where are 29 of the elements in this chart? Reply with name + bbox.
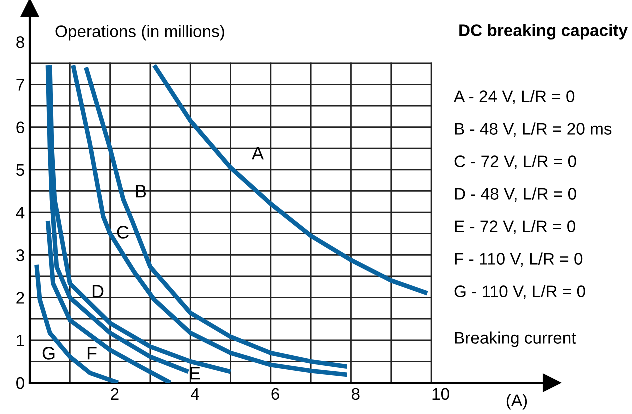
y-tick-label: 4 <box>16 207 25 219</box>
annotation: Breaking current <box>455 332 576 348</box>
x-axis-title: (A) <box>506 394 528 410</box>
annotation: B - 48 V, L/R = 20 ms <box>455 122 612 137</box>
x-tick-label: 8 <box>352 388 360 400</box>
annotation: D <box>92 285 104 298</box>
y-tick-label: 6 <box>16 122 24 134</box>
annotation: F - 110 V, L/R = 0 <box>455 252 583 267</box>
annotation: G - 110 V, L/R = 0 <box>454 285 586 300</box>
y-axis-title: Operations (in millions) <box>56 25 224 41</box>
y-tick-label: 0 <box>16 377 24 390</box>
annotation: G <box>42 347 55 360</box>
x-tick-label: 4 <box>191 388 200 400</box>
y-tick-label: 3 <box>16 250 24 262</box>
x-tick-label: 2 <box>111 388 119 400</box>
x-tick-label: 6 <box>272 388 280 400</box>
annotation: C - 72 V, L/R = 0 <box>454 155 576 170</box>
text: DC breaking capacity <box>460 24 628 40</box>
annotation: D - 48 V, L/R = 0 <box>455 188 576 202</box>
annotation: A - 24 V, L/R = 0 <box>454 90 575 104</box>
annotation: E - 72 V, L/R = 0 <box>455 220 576 234</box>
y-tick-label: 1 <box>17 334 24 346</box>
y-tick-label: 2 <box>16 292 24 304</box>
y-tick-label: 8 <box>16 36 24 48</box>
x-tick-label: 10 <box>432 388 450 400</box>
annotation: A <box>252 147 264 160</box>
y-tick-label: 7 <box>16 79 24 91</box>
y-tick-label: 5 <box>16 164 24 176</box>
annotation: F <box>88 347 97 360</box>
